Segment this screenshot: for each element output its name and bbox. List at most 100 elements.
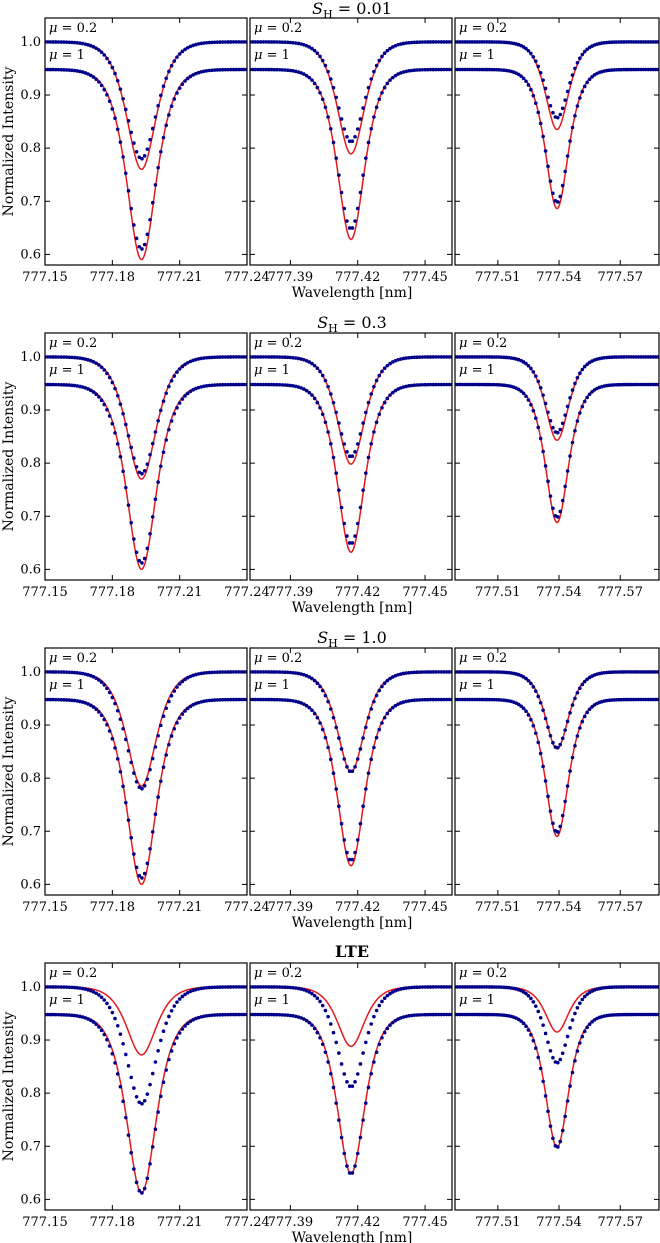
observed-point-mu-1 (568, 769, 572, 773)
observed-point-mu-0-2 (404, 671, 409, 675)
observed-point-mu-0-2 (67, 40, 72, 45)
observed-point-mu-1 (56, 1012, 61, 1017)
observed-point-mu-0-2 (444, 670, 449, 674)
observed-point-mu-0-2 (196, 987, 201, 991)
observed-point-mu-1 (239, 697, 244, 702)
observed-point-mu-1 (256, 1012, 260, 1017)
observed-point-mu-1 (140, 247, 144, 251)
observed-point-mu-0-2 (299, 672, 303, 676)
observed-point-mu-1 (180, 82, 185, 86)
observed-point-mu-0-2 (191, 988, 195, 993)
observed-point-mu-0-2 (183, 362, 187, 367)
observed-point-mu-0-2 (107, 690, 112, 695)
observed-point-mu-0-2 (323, 1008, 328, 1013)
observed-point-mu-0-2 (320, 688, 325, 693)
observed-point-mu-1 (145, 232, 150, 237)
observed-point-mu-0-2 (404, 41, 409, 45)
observed-point-mu-0-2 (218, 355, 222, 359)
observed-point-mu-0-2 (261, 670, 266, 674)
observed-point-mu-0-2 (285, 985, 290, 990)
x-tick-label: 777.18 (90, 900, 136, 915)
observed-point-mu-0-2 (226, 670, 230, 674)
observed-point-mu-0-2 (436, 985, 441, 989)
observed-point-mu-0-2 (256, 40, 260, 44)
observed-point-mu-0-2 (148, 137, 152, 142)
observed-point-mu-0-2 (210, 670, 214, 675)
observed-point-mu-0-2 (337, 1051, 341, 1055)
observed-point-mu-0-2 (80, 986, 85, 991)
observed-point-mu-0-2 (153, 1060, 158, 1064)
observed-point-mu-1 (261, 67, 266, 72)
observed-point-mu-1 (364, 787, 368, 791)
observed-point-mu-1 (156, 480, 160, 484)
observed-point-mu-1 (556, 1145, 560, 1149)
observed-point-mu-0-2 (153, 115, 158, 119)
observed-point-mu-1 (51, 1012, 55, 1017)
observed-point-mu-0-2 (204, 355, 209, 360)
observed-point-mu-0-2 (91, 45, 96, 49)
observed-point-mu-1 (137, 558, 142, 563)
observed-point-mu-1 (150, 200, 155, 205)
observed-point-mu-1 (436, 382, 441, 387)
observed-point-mu-0-2 (207, 355, 212, 360)
observed-point-mu-0-2 (385, 48, 390, 53)
observed-point-mu-0-2 (399, 672, 403, 676)
observed-point-mu-0-2 (396, 672, 400, 677)
observed-point-mu-0-2 (137, 1100, 142, 1105)
observed-point-mu-0-2 (78, 671, 82, 675)
observed-point-mu-0-2 (347, 454, 352, 459)
row-title: LTE (335, 942, 369, 961)
observed-point-mu-0-2 (347, 769, 352, 773)
observed-point-mu-1 (326, 1060, 330, 1064)
observed-point-mu-0-2 (121, 96, 125, 101)
observed-point-mu-1 (267, 382, 271, 387)
observed-point-mu-1 (401, 70, 406, 74)
observed-point-mu-0-2 (107, 1005, 112, 1010)
observed-point-mu-1 (267, 1012, 271, 1017)
observed-point-mu-1 (585, 395, 589, 400)
observed-point-mu-1 (99, 713, 104, 718)
observed-point-mu-0-2 (350, 1084, 355, 1088)
observed-point-mu-0-2 (390, 45, 395, 49)
observed-point-mu-1 (56, 382, 61, 387)
observed-point-mu-1 (350, 226, 355, 230)
observed-point-mu-1 (288, 698, 293, 703)
mu-0-2-label: μ = 0.2 (459, 21, 507, 36)
observed-point-mu-1 (393, 1018, 398, 1023)
observed-point-mu-1 (75, 699, 80, 703)
observed-point-mu-1 (185, 1021, 190, 1026)
observed-point-mu-0-2 (180, 994, 185, 999)
observed-point-mu-0-2 (369, 707, 374, 711)
observed-point-mu-1 (267, 67, 271, 72)
observed-point-mu-0-2 (159, 1038, 163, 1043)
observed-point-mu-1 (578, 726, 582, 730)
observed-point-mu-0-2 (374, 378, 379, 383)
observed-point-mu-0-2 (275, 40, 279, 44)
observed-point-mu-1 (70, 68, 74, 73)
observed-point-mu-1 (531, 1038, 536, 1043)
observed-point-mu-0-2 (364, 410, 368, 415)
observed-point-mu-1 (62, 1013, 66, 1017)
observed-point-mu-0-2 (105, 686, 109, 691)
observed-point-mu-0-2 (353, 765, 357, 769)
observed-point-mu-1 (299, 71, 303, 75)
observed-point-mu-0-2 (329, 392, 333, 396)
observed-point-mu-1 (521, 76, 526, 81)
observed-point-mu-1 (326, 115, 330, 119)
observed-point-mu-0-2 (415, 670, 419, 675)
observed-point-mu-1 (590, 390, 594, 394)
observed-point-mu-1 (191, 1018, 195, 1022)
observed-point-mu-1 (312, 711, 317, 716)
observed-point-mu-1 (191, 703, 195, 707)
observed-point-mu-0-2 (153, 430, 158, 434)
observed-point-mu-0-2 (366, 1030, 371, 1035)
observed-point-mu-1 (307, 1020, 312, 1025)
observed-point-mu-0-2 (159, 723, 163, 728)
observed-point-mu-1 (126, 1133, 131, 1137)
observed-point-mu-0-2 (331, 85, 336, 90)
observed-point-mu-1 (177, 1031, 182, 1035)
panel-frame (454, 647, 660, 896)
observed-point-mu-1 (556, 200, 560, 204)
observed-point-mu-0-2 (307, 990, 312, 994)
observed-point-mu-1 (231, 67, 236, 72)
